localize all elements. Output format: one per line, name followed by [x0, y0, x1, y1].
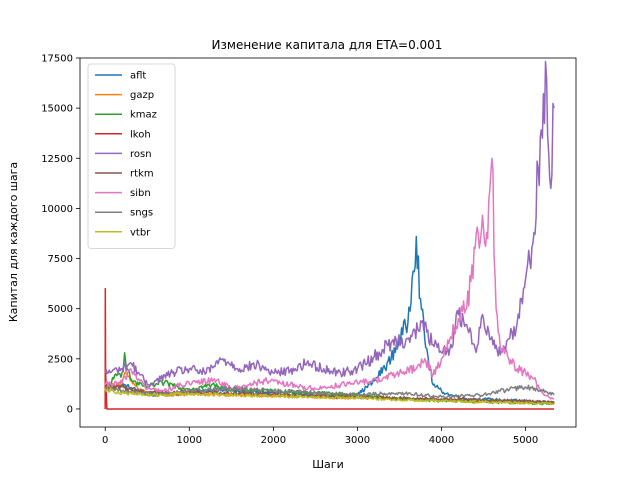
- series-line-vtbr: [104, 387, 555, 406]
- x-tick-label: 0: [102, 435, 108, 446]
- legend-label-rtkm: rtkm: [130, 169, 154, 180]
- chart-title: Изменение капитала для ETA=0.001: [212, 38, 443, 52]
- y-tick-label: 5000: [48, 304, 73, 315]
- x-tick-label: 2000: [261, 435, 286, 446]
- x-tick-label: 3000: [345, 435, 370, 446]
- y-tick-label: 17500: [41, 54, 73, 65]
- legend-label-sibn: sibn: [130, 188, 151, 199]
- legend-label-aflt: aflt: [130, 71, 146, 82]
- legend-box: [87, 63, 176, 249]
- x-axis-label: Шаги: [312, 458, 343, 471]
- y-tick-label: 7500: [48, 254, 73, 265]
- legend-label-kmaz: kmaz: [130, 110, 157, 121]
- y-axis-label: Капитал для каждого шага: [7, 162, 20, 322]
- series-layer: [104, 60, 555, 410]
- x-tick-label: 1000: [177, 435, 202, 446]
- y-tick-label: 0: [67, 404, 73, 415]
- legend-label-gazp: gazp: [130, 90, 154, 101]
- legend-label-sngs: sngs: [130, 208, 153, 219]
- legend: aflt gazp kmaz lkoh rosn rtkm sibn sngs vtbr: [87, 63, 176, 249]
- series-line-rosn: [104, 60, 555, 387]
- legend-label-lkoh: lkoh: [130, 129, 151, 140]
- x-axis: 0 1000 2000 3000 4000 5000: [102, 427, 538, 446]
- legend-label-vtbr: vtbr: [130, 227, 151, 238]
- x-tick-label: 5000: [513, 435, 538, 446]
- y-tick-label: 12500: [41, 154, 73, 165]
- legend-label-rosn: rosn: [130, 149, 152, 160]
- y-axis: 0 2500 5000 7500 10000 12500 15000 17500: [41, 54, 80, 415]
- y-tick-label: 15000: [41, 104, 73, 115]
- series-line-sibn: [104, 157, 555, 400]
- x-tick-label: 4000: [429, 435, 454, 446]
- y-tick-label: 10000: [41, 204, 73, 215]
- y-tick-label: 2500: [48, 354, 73, 365]
- series-line-lkoh: [104, 287, 555, 410]
